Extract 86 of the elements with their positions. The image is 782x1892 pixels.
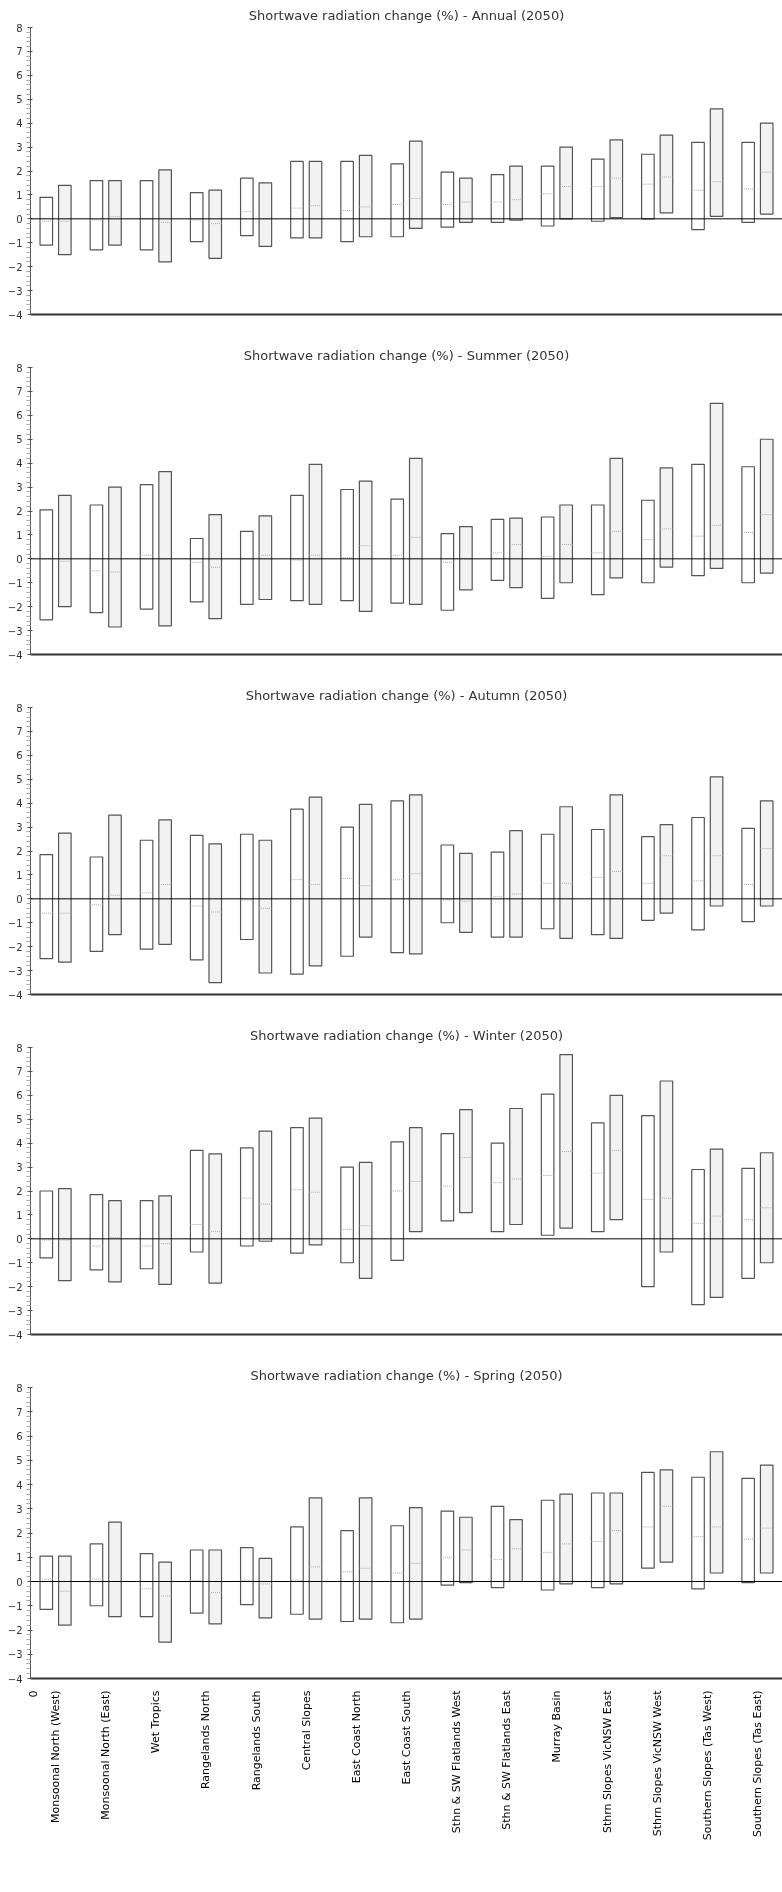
y-tick-label: 5 [16,94,23,106]
y-tick-label: 2 [16,1528,23,1539]
y-tick-label: 3 [16,1503,23,1515]
chart-title: Shortwave radiation change (%) - Annual (2050) [248,7,565,23]
y-tick-label: −4 [7,309,23,321]
y-tick-label: 1 [16,1209,23,1221]
y-tick-label: 0 [16,893,23,905]
y-tick-label: 1 [16,529,23,541]
y-tick-label: 7 [16,1066,23,1078]
x-tick-label: Sthrn Slopes VicNSW East [600,1689,614,1834]
y-tick-label: −2 [7,601,23,613]
y-tick-label: 1 [16,189,23,201]
y-tick-label: 6 [16,1431,23,1442]
y-tick-label: −4 [7,989,23,1001]
y-tick-label: 8 [16,1042,23,1054]
x-tick-label: Sthn & SW Flatlands East [500,1689,514,1830]
x-tick-label: Murray Basin [550,1690,564,1763]
y-tick-label: 2 [16,1186,23,1197]
y-tick-label: 0 [16,1233,23,1245]
x-tick-label: East Coast North [349,1690,363,1784]
y-tick-label: 5 [16,1114,23,1126]
y-tick-label: −2 [7,1281,23,1293]
y-tick-label: 2 [16,846,23,857]
y-tick-label: 7 [16,1406,23,1418]
y-tick-label: 6 [16,750,23,762]
y-tick-label: 5 [16,1455,23,1467]
x-tick-label: Sthn & SW Flatlands West [450,1689,464,1834]
y-tick-label: 3 [16,1162,23,1174]
y-tick-label: 3 [16,482,23,494]
y-tick-label: 3 [16,822,23,834]
y-tick-label: 8 [16,362,23,374]
x-tick-label: Rangelands North [199,1690,213,1790]
y-tick-label: 1 [16,869,23,881]
chart-title: Shortwave radiation change (%) - Autumn (2050) [245,687,568,703]
x-tick-label: Central Slopes [299,1690,313,1771]
y-tick-label: 4 [16,798,23,810]
y-tick-label: 7 [16,46,23,58]
y-tick-label: 8 [16,1382,23,1394]
y-tick-label: −1 [7,917,23,929]
x-tick-label: Monsoonal North (East) [99,1690,113,1820]
y-tick-label: 8 [16,22,23,34]
y-tick-label: −2 [7,941,23,953]
x-tick-label: Monsoonal North (West) [49,1690,63,1824]
y-tick-label: −1 [7,1257,23,1269]
y-tick-label: −3 [7,285,23,297]
y-tick-label: 5 [16,434,23,446]
y-tick-label: 7 [16,726,23,738]
y-tick-label: −1 [7,237,23,249]
y-tick-label: 4 [16,118,23,130]
x-tick-label: Rangelands South [249,1690,263,1791]
y-tick-label: 1 [16,1552,23,1564]
y-tick-label: 5 [16,774,23,786]
text: 0 [26,1690,40,1698]
chart-title: Shortwave radiation change (%) - Summer (2050) [243,347,570,363]
y-tick-label: 2 [16,166,23,177]
y-tick-label: −3 [7,1305,23,1317]
x-tick-label: Southern Slopes (Tas East) [750,1690,764,1837]
y-tick-label: 6 [16,1090,23,1102]
y-tick-label: 0 [16,553,23,565]
y-tick-label: −1 [7,1600,23,1612]
y-tick-label: 4 [16,1138,23,1150]
y-tick-label: 2 [16,506,23,517]
y-tick-label: −4 [7,649,23,661]
y-tick-label: −4 [7,1673,23,1685]
y-tick-label: 0 [16,1576,23,1588]
x-tick-label: East Coast South [400,1690,413,1785]
chart-title: Shortwave radiation change (%) - Winter (2050) [249,1027,564,1043]
x-tick-label: Sthrn Slopes VicNSW West [650,1689,664,1837]
x-tick-label: Wet Tropics [149,1690,163,1754]
y-tick-label: −2 [7,1625,23,1636]
y-tick-label: 6 [16,410,23,422]
y-tick-label: −3 [7,625,23,637]
y-tick-label: 0 [16,213,23,225]
y-tick-label: 3 [16,142,23,154]
chart-title: Shortwave radiation change (%) - Spring (2050) [250,1367,563,1383]
y-tick-label: −2 [7,261,23,273]
y-tick-label: 4 [16,458,23,470]
y-tick-label: 8 [16,702,23,714]
y-tick-label: −4 [7,1329,23,1341]
y-tick-label: −1 [7,577,23,589]
y-tick-label: 7 [16,386,23,398]
y-tick-label: 4 [16,1479,23,1491]
y-tick-label: −3 [7,965,23,977]
y-tick-label: −3 [7,1649,23,1661]
y-tick-label: 6 [16,70,23,82]
x-tick-label: Southern Slopes (Tas West) [700,1690,714,1841]
